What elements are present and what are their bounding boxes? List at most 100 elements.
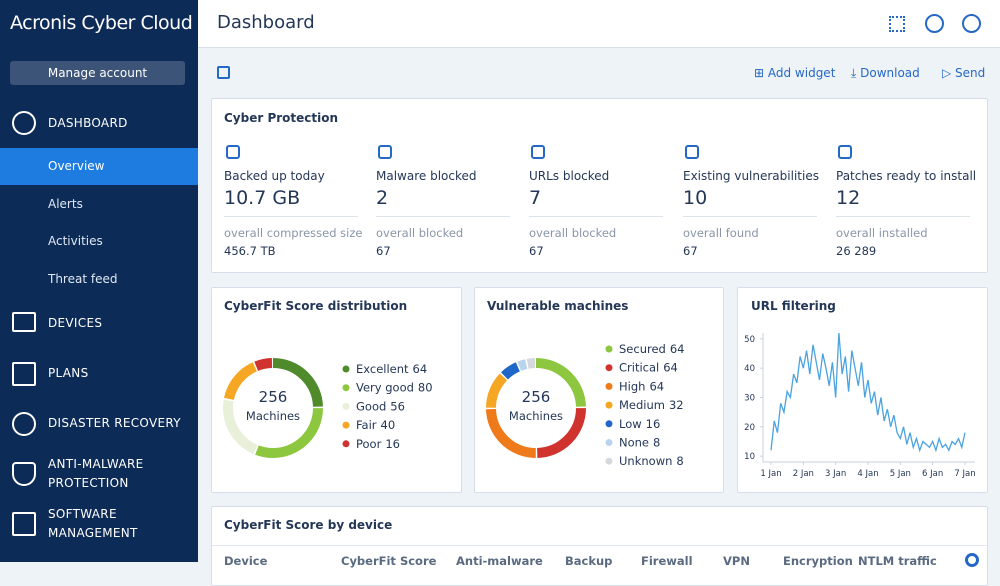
y-tick-label: 10: [744, 452, 755, 462]
legend-dot: [605, 345, 613, 353]
toolbar-button[interactable]: ⤓ Download: [851, 66, 920, 80]
icon: [12, 412, 36, 436]
stat-divider: [376, 216, 510, 217]
expand-icon[interactable]: [217, 66, 230, 79]
card-title: CyberFit Score distribution: [224, 299, 408, 313]
user-icon[interactable]: [962, 14, 981, 33]
legend-name: Critical: [619, 361, 659, 375]
legend-label: Poor 16: [356, 437, 400, 451]
legend-value: 64: [649, 379, 664, 393]
stat-sub-label: overall found: [683, 226, 759, 240]
sidebar: Acronis Cyber Cloud Manage account DASHB…: [0, 0, 198, 562]
stat-sub-value: 67: [683, 244, 698, 258]
legend-dot: [605, 401, 613, 409]
legend-name: None: [619, 436, 649, 450]
stat-value: 10: [683, 187, 708, 209]
stat-sub-label: overall compressed size: [224, 226, 363, 240]
cyber-protection-card: Cyber Protection Backed up today 10.7 GB o…: [211, 98, 988, 273]
vulnerable-card: Vulnerable machines: [474, 287, 724, 493]
stat-sub-label: overall blocked: [376, 226, 464, 240]
legend-name: High: [619, 379, 645, 393]
x-tick-label: 1 Jan: [760, 469, 781, 479]
toolbar-button[interactable]: ⊞ Add widget: [754, 66, 836, 80]
stat-value: 12: [836, 187, 861, 209]
legend-name: Fair: [356, 418, 377, 432]
legend-dot: [605, 457, 613, 465]
cyberfit-card: CyberFit Score distribution: [211, 287, 462, 493]
stat-value: 2: [376, 187, 389, 209]
legend-name: Medium: [619, 398, 665, 412]
nav-sub[interactable]: Overview: [0, 148, 198, 185]
line: [770, 332, 966, 453]
donut-total: 256: [522, 388, 551, 406]
card-title: Cyber Protection: [224, 111, 339, 125]
legend-label: Good 56: [356, 399, 405, 413]
help-icon[interactable]: [925, 14, 944, 33]
donut-segment: [486, 358, 586, 458]
stat-label: Patches ready to install: [836, 169, 977, 183]
nav-item[interactable]: ANTI-MALWARE PROTECTION: [48, 457, 144, 490]
nav-item[interactable]: SOFTWARE MANAGEMENT: [48, 507, 138, 540]
toolbar-button[interactable]: ▷ Send: [942, 66, 986, 80]
stat-sub-value: 26 289: [836, 244, 877, 258]
legend-label: High 64: [619, 379, 664, 393]
legend-name: Low: [619, 417, 642, 431]
legend-dot: [342, 384, 350, 392]
stat-value: 10.7 GB: [224, 187, 301, 209]
legend-label: Fair 40: [356, 418, 395, 432]
stat-value: 7: [529, 187, 542, 209]
stat-divider: [683, 216, 817, 217]
nav-sub[interactable]: Alerts: [48, 197, 83, 211]
stat-sub-value: 456.7 TB: [224, 244, 276, 258]
stat-divider: [224, 216, 358, 217]
legend-value: 56: [390, 399, 405, 413]
icon: [12, 512, 36, 536]
card-title: Vulnerable machines: [487, 299, 629, 313]
legend-value: 32: [669, 398, 684, 412]
stat-icon: [378, 145, 392, 159]
x-tick-label: 6 Jan: [922, 469, 943, 479]
stat-divider: [836, 216, 970, 217]
nav-sub[interactable]: Threat feed: [48, 272, 118, 286]
legend-name: Excellent: [356, 362, 409, 376]
legend-label: None 8: [619, 436, 660, 450]
nav-item[interactable]: DEVICES: [48, 316, 103, 330]
brand: Acronis Cyber Cloud: [10, 12, 193, 34]
legend-name: Poor: [356, 437, 382, 451]
legend-value: 16: [385, 437, 400, 451]
stat-label: URLs blocked: [529, 169, 610, 183]
legend-dot: [605, 439, 613, 446]
stat-icon: [531, 145, 545, 159]
legend-value: 8: [653, 436, 660, 450]
nav-item[interactable]: PLANS: [48, 366, 89, 380]
x-tick-label: 2 Jan: [793, 469, 814, 479]
card-title: CyberFit Score by device: [224, 518, 393, 532]
x-tick-label: 4 Jan: [857, 469, 878, 479]
nav-item[interactable]: DISASTER RECOVERY: [48, 416, 181, 430]
legend-value: 16: [646, 417, 661, 431]
legend-value: 64: [670, 342, 685, 356]
icon: [12, 312, 36, 332]
legend-value: 80: [418, 381, 433, 395]
legend-label: Unknown 8: [619, 454, 684, 468]
nav-item[interactable]: DASHBOARD: [48, 116, 128, 130]
apps-icon[interactable]: [889, 16, 905, 32]
card-title: URL filtering: [751, 299, 836, 313]
legend-dot: [342, 421, 350, 429]
donut-total: 256: [259, 388, 288, 406]
legend-label: Low 16: [619, 417, 660, 431]
legend-name: Secured: [619, 342, 666, 356]
donut-caption: Machines: [509, 409, 563, 423]
nav-sub[interactable]: Activities: [48, 234, 103, 248]
legend-name: Unknown: [619, 454, 672, 468]
donut-caption: Machines: [246, 409, 300, 423]
manage-account[interactable]: Manage account: [10, 61, 185, 85]
legend-dot: [605, 420, 613, 428]
legend-name: Good: [356, 399, 386, 413]
stat-sub-label: overall blocked: [529, 226, 617, 240]
icon: [12, 111, 36, 135]
stat-divider: [529, 216, 663, 217]
legend-dot: [342, 402, 350, 410]
